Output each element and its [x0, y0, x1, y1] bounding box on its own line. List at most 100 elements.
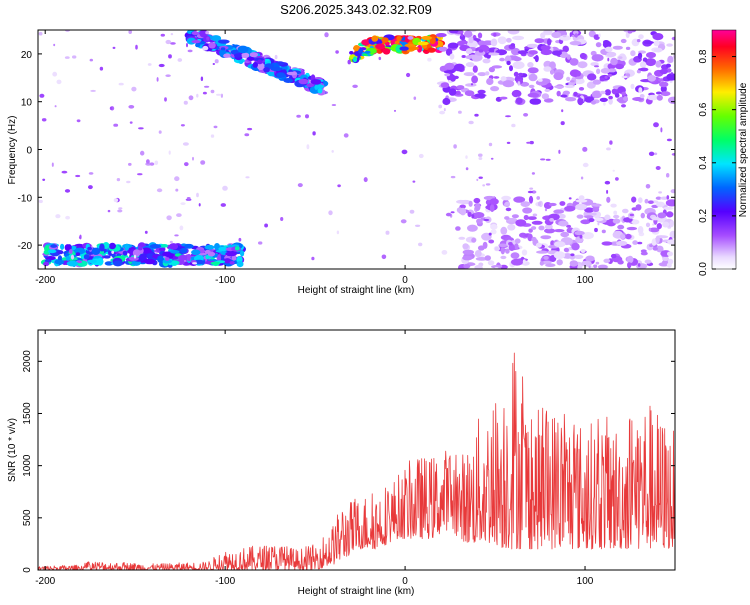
heatmap-cell: [651, 216, 660, 221]
x-tick-label: -100: [215, 576, 235, 587]
heatmap-cell: [439, 110, 445, 115]
heatmap-cell: [317, 87, 323, 94]
heatmap-cell: [465, 48, 473, 55]
heatmap-cell: [158, 63, 165, 68]
heatmap-cell: [500, 76, 507, 82]
heatmap-cell: [652, 223, 655, 226]
heatmap-cell: [202, 91, 207, 95]
heatmap-cell: [204, 85, 210, 88]
heatmap-cell: [149, 244, 162, 249]
heatmap-cell: [107, 209, 111, 213]
heatmap-cell: [358, 48, 364, 54]
heatmap-cell: [655, 235, 660, 244]
heatmap-cell: [164, 97, 167, 102]
heatmap-cell: [465, 155, 468, 159]
heatmap-cell: [47, 249, 57, 254]
heatmap-cell: [623, 96, 628, 102]
heatmap-cell: [363, 177, 368, 183]
heatmap-cell: [117, 209, 123, 213]
heatmap-cell: [654, 47, 663, 53]
heatmap-cell: [65, 255, 71, 261]
heatmap-cell: [645, 184, 651, 189]
heatmap-cell: [574, 230, 585, 236]
heatmap-cell: [542, 260, 552, 265]
heatmap-cell: [562, 34, 567, 38]
heatmap-cell: [528, 84, 535, 89]
heatmap-cell: [283, 78, 294, 83]
heatmap-cell: [210, 89, 215, 94]
heatmap-cell: [528, 73, 538, 82]
heatmap-cell: [133, 254, 137, 259]
heatmap-cell: [501, 195, 511, 201]
heatmap-cell: [553, 209, 565, 214]
heatmap-cell: [41, 118, 47, 122]
heatmap-cell: [192, 156, 194, 161]
x-tick-label: 100: [577, 576, 594, 587]
heatmap-cell: [156, 77, 159, 82]
heatmap-cell: [166, 251, 174, 259]
heatmap-cell: [603, 40, 610, 45]
heatmap-cell: [663, 206, 674, 210]
heatmap-cell: [412, 180, 416, 183]
heatmap-cell: [577, 264, 583, 269]
heatmap-cell: [465, 83, 477, 87]
heatmap-cell: [184, 162, 189, 167]
heatmap-cell: [469, 30, 477, 33]
heatmap-cell: [502, 80, 515, 88]
heatmap-cell: [463, 72, 475, 77]
heatmap-cell: [205, 255, 210, 260]
heatmap-cell: [584, 215, 594, 219]
heatmap-cell: [488, 142, 493, 147]
heatmap-cell: [569, 58, 579, 66]
heatmap-cell: [571, 35, 575, 38]
heatmap-cell: [471, 214, 475, 219]
heatmap-cell: [448, 30, 459, 34]
heatmap-cell: [453, 63, 465, 72]
heatmap-cell: [653, 152, 658, 156]
heatmap-cell: [531, 190, 537, 194]
heatmap-cell: [507, 30, 520, 35]
heatmap-cell: [441, 250, 448, 255]
y-tick-label: 20: [21, 50, 33, 61]
y-tick-label: 10: [21, 98, 33, 109]
heatmap-cell: [52, 71, 58, 77]
snr-series-line: [38, 352, 675, 570]
heatmap-cell: [662, 221, 670, 228]
heatmap-cell: [499, 96, 508, 100]
heatmap-cell: [187, 49, 193, 53]
heatmap-cell: [54, 259, 65, 265]
heatmap-cell: [625, 46, 631, 51]
heatmap-cell: [447, 42, 459, 49]
heatmap-cell: [210, 134, 215, 138]
heatmap-cell: [83, 254, 90, 260]
heatmap-cell: [569, 32, 572, 37]
heatmap-cell: [225, 251, 237, 257]
heatmap-cell: [471, 75, 478, 84]
heatmap-cell: [595, 261, 600, 265]
heatmap-cell: [490, 229, 497, 235]
heatmap-cell: [55, 214, 61, 219]
heatmap-cell: [270, 66, 283, 72]
heatmap-cell: [470, 83, 474, 86]
heatmap-cell: [312, 131, 316, 136]
heatmap-cell: [580, 176, 584, 180]
heatmap-cell: [244, 133, 250, 137]
heatmap-cell: [584, 96, 595, 103]
heatmap-cell: [504, 216, 510, 220]
heatmap-cell: [644, 198, 649, 204]
colorbar-tick-label: 0.2: [698, 209, 709, 223]
heatmap-cell: [39, 93, 45, 98]
heatmap-cell: [617, 259, 624, 265]
heatmap-cell: [659, 68, 668, 75]
heatmap-cell: [296, 114, 301, 118]
heatmap-cell: [535, 242, 542, 248]
heatmap-cell: [666, 173, 670, 178]
heatmap-cell: [483, 218, 490, 222]
heatmap-cell: [488, 239, 495, 244]
heatmap-cell: [591, 54, 604, 62]
heatmap-cell: [566, 224, 572, 228]
heatmap-cell: [160, 33, 165, 37]
heatmap-cell: [599, 97, 608, 102]
heatmap-cell: [544, 208, 548, 212]
